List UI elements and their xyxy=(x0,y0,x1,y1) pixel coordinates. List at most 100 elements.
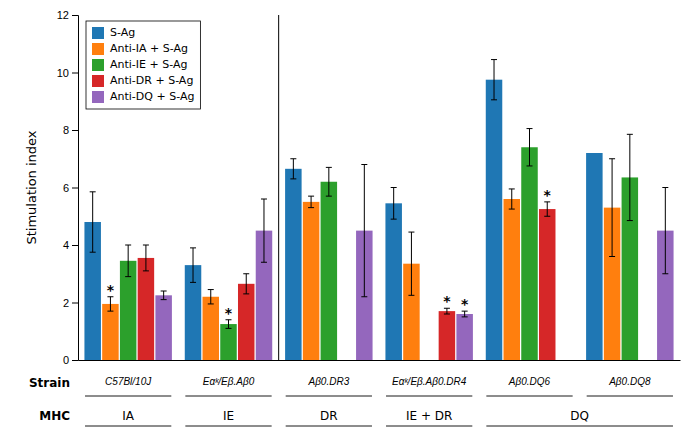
bar xyxy=(521,147,537,360)
bar xyxy=(285,169,301,360)
bar xyxy=(220,324,236,360)
y-tick: 10 xyxy=(57,67,78,79)
bar xyxy=(303,202,319,360)
x-tick: Eαᵏ/Eβ.Aβ0 xyxy=(203,376,255,387)
group-row-title: MHC xyxy=(39,409,70,423)
y-tick-label: 4 xyxy=(63,239,69,251)
x-tick-label: Aβ0.DR3 xyxy=(307,376,349,387)
error-bar xyxy=(308,196,314,208)
stars: ***** xyxy=(107,187,552,321)
y-tick-label: 6 xyxy=(63,182,69,194)
star: * xyxy=(461,296,469,312)
y-tick-mark xyxy=(72,73,78,74)
bar xyxy=(321,182,337,360)
strain-underline xyxy=(185,396,271,397)
bar xyxy=(539,209,555,360)
bar xyxy=(385,203,401,360)
group-label: DQ xyxy=(570,409,589,423)
group-label: IA xyxy=(122,409,135,423)
error-bar xyxy=(391,188,397,220)
legend-swatch xyxy=(92,43,104,55)
group-underline xyxy=(185,426,271,427)
bar xyxy=(102,304,118,360)
legend-swatch xyxy=(92,27,104,39)
bar xyxy=(586,153,602,360)
strain-underline xyxy=(587,396,673,397)
y-axis-title: Stimulation index xyxy=(24,130,39,244)
error-bar xyxy=(326,167,332,196)
y-tick-mark xyxy=(72,360,78,361)
strain-underline xyxy=(486,396,572,397)
error-bar xyxy=(627,134,633,220)
star: * xyxy=(107,282,115,298)
group-underline xyxy=(286,426,372,427)
legend-label: S-Ag xyxy=(110,26,135,39)
y-tick-mark xyxy=(72,303,78,304)
group-label: IE + DR xyxy=(406,409,452,423)
star: * xyxy=(443,293,451,309)
error-bar xyxy=(361,165,367,297)
y-tick-label: 8 xyxy=(63,124,69,136)
y-tick: 6 xyxy=(63,182,78,194)
bar xyxy=(203,297,219,360)
bar xyxy=(138,258,154,360)
divider xyxy=(278,15,279,360)
y-tick-label: 10 xyxy=(57,67,69,79)
x-tick-label: Aβ0.DQ8 xyxy=(608,376,651,387)
x-tick-label: C57Bl/10J xyxy=(105,376,152,387)
y-tick-mark xyxy=(72,188,78,189)
group-underline xyxy=(386,426,472,427)
error-bar xyxy=(143,245,149,271)
strain-underline xyxy=(386,396,472,397)
strain-underline xyxy=(85,396,171,397)
error-bar xyxy=(107,297,113,311)
error-bar xyxy=(491,60,497,100)
error-bar xyxy=(125,245,131,277)
legend-swatch xyxy=(92,59,104,71)
x-tick: Aβ0.DR3 xyxy=(307,376,349,387)
x-tick: Aβ0.DQ8 xyxy=(608,376,651,387)
error-bar xyxy=(662,188,668,274)
error-bar xyxy=(190,248,196,283)
legend-label: Anti-IA + S-Ag xyxy=(110,42,188,55)
x-tick: C57Bl/10J xyxy=(105,376,152,387)
y-tick: 0 xyxy=(63,354,78,366)
legend-label: Anti-DQ + S-Ag xyxy=(110,90,194,103)
error-bar xyxy=(290,159,296,179)
legend: S-AgAnti-IA + S-AgAnti-IE + S-AgAnti-DR … xyxy=(86,21,200,109)
x-axis-line xyxy=(79,360,681,361)
y-tick-mark xyxy=(72,130,78,131)
star: * xyxy=(544,187,552,203)
error-bar xyxy=(509,189,515,209)
x-tick-label: Aβ0.DQ6 xyxy=(508,376,551,387)
x-tick-label: Eαᵏ/Eβ.Aβ0 xyxy=(203,376,255,387)
error-bar xyxy=(261,199,267,262)
bar xyxy=(439,311,455,360)
legend-swatch xyxy=(92,91,104,103)
legend-frame xyxy=(86,21,200,109)
error-bar xyxy=(161,291,167,300)
x-axis: C57Bl/10JEαᵏ/Eβ.Aβ0Aβ0.DR3Eαᵏ/Eβ.Aβ0.DR4… xyxy=(79,361,681,388)
strain-underline xyxy=(286,396,372,397)
group-underline xyxy=(85,426,171,427)
x-axis-title: Strain xyxy=(29,376,70,390)
y-tick: 8 xyxy=(63,124,78,136)
chart: 024681012Stimulation indexC57Bl/10JEαᵏ/E… xyxy=(0,0,700,445)
y-tick: 12 xyxy=(57,9,78,21)
legend-label: Anti-DR + S-Ag xyxy=(110,74,193,87)
y-tick-mark xyxy=(72,245,78,246)
bar xyxy=(456,314,472,360)
plot: 024681012Stimulation indexC57Bl/10JEαᵏ/E… xyxy=(24,9,681,426)
bar xyxy=(238,284,254,360)
bar xyxy=(504,199,520,360)
error-bar xyxy=(408,232,414,295)
y-axis: 024681012 xyxy=(57,9,79,366)
y-tick: 4 xyxy=(63,239,78,251)
group-label: IE xyxy=(223,409,234,423)
group-label: DR xyxy=(320,409,338,423)
error-bar xyxy=(609,159,615,257)
y-axis-line xyxy=(72,16,79,361)
error-bar xyxy=(226,320,232,329)
bar xyxy=(486,80,502,360)
group-underline xyxy=(486,426,673,427)
